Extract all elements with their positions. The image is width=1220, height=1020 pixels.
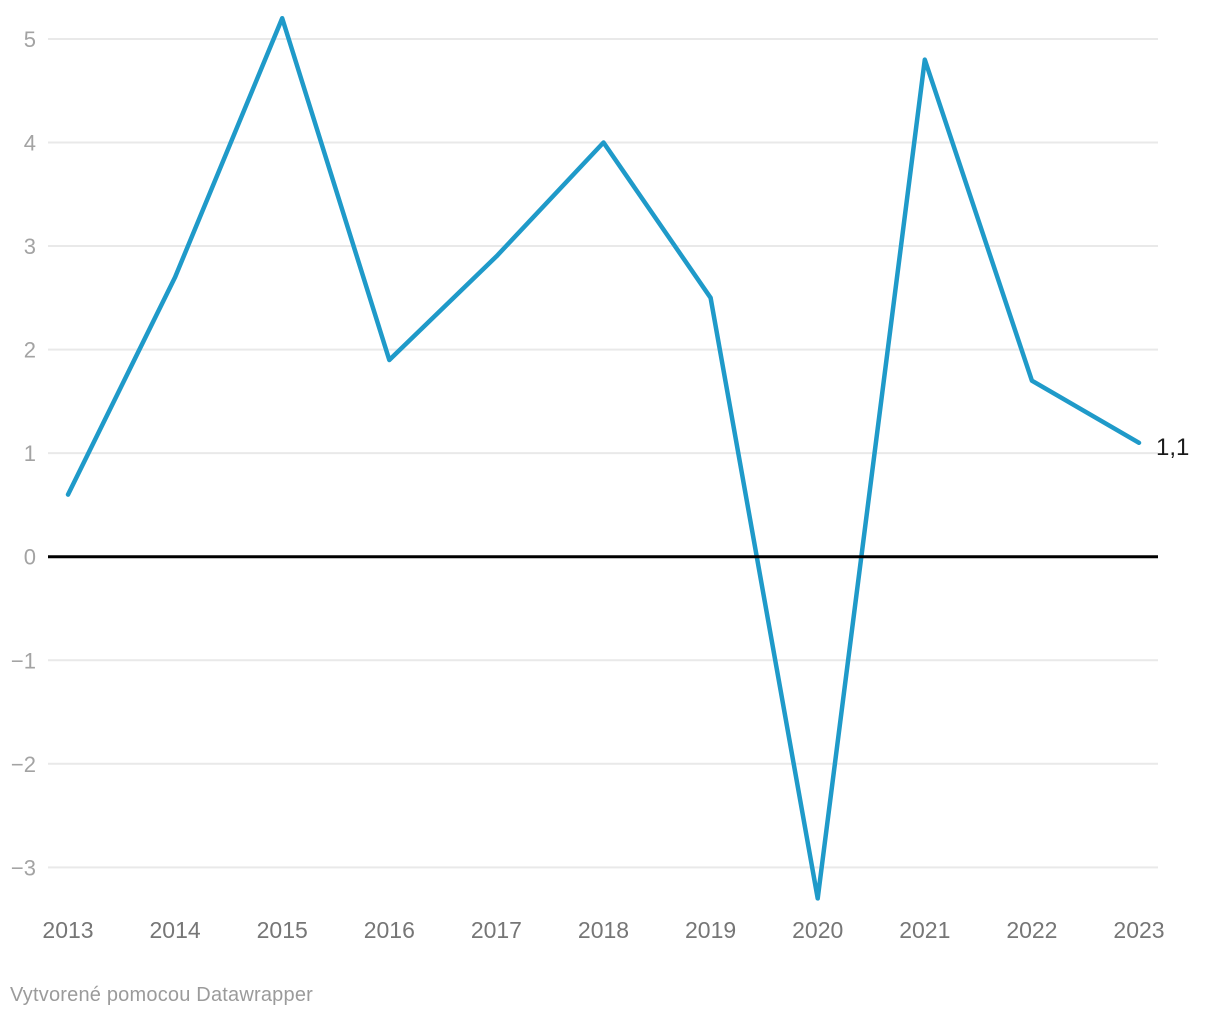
datawrapper-attribution: Vytvorené pomocou Datawrapper bbox=[10, 984, 313, 1006]
y-tick-label: −3 bbox=[11, 855, 36, 880]
x-tick-label: 2014 bbox=[150, 917, 201, 943]
x-tick-label: 2019 bbox=[685, 917, 736, 943]
x-tick-label: 2016 bbox=[364, 917, 415, 943]
x-tick-label: 2017 bbox=[471, 917, 522, 943]
y-tick-label: 1 bbox=[24, 441, 36, 466]
y-tick-label: 5 bbox=[24, 27, 36, 52]
y-tick-label: 4 bbox=[24, 131, 36, 156]
x-tick-label: 2020 bbox=[792, 917, 843, 943]
x-tick-label: 2022 bbox=[1006, 917, 1057, 943]
x-tick-label: 2015 bbox=[257, 917, 308, 943]
x-tick-label: 2013 bbox=[42, 917, 93, 943]
y-tick-label: 2 bbox=[24, 338, 36, 363]
y-tick-label: 3 bbox=[24, 234, 36, 259]
end-value-label: 1,1 bbox=[1156, 434, 1189, 461]
data-line bbox=[65, 15, 1142, 901]
y-tick-label: −1 bbox=[11, 648, 36, 673]
x-tick-label: 2023 bbox=[1113, 917, 1164, 943]
y-tick-label: 0 bbox=[24, 545, 36, 570]
x-tick-label: 2021 bbox=[899, 917, 950, 943]
y-tick-label: −2 bbox=[11, 752, 36, 777]
x-tick-label: 2018 bbox=[578, 917, 629, 943]
